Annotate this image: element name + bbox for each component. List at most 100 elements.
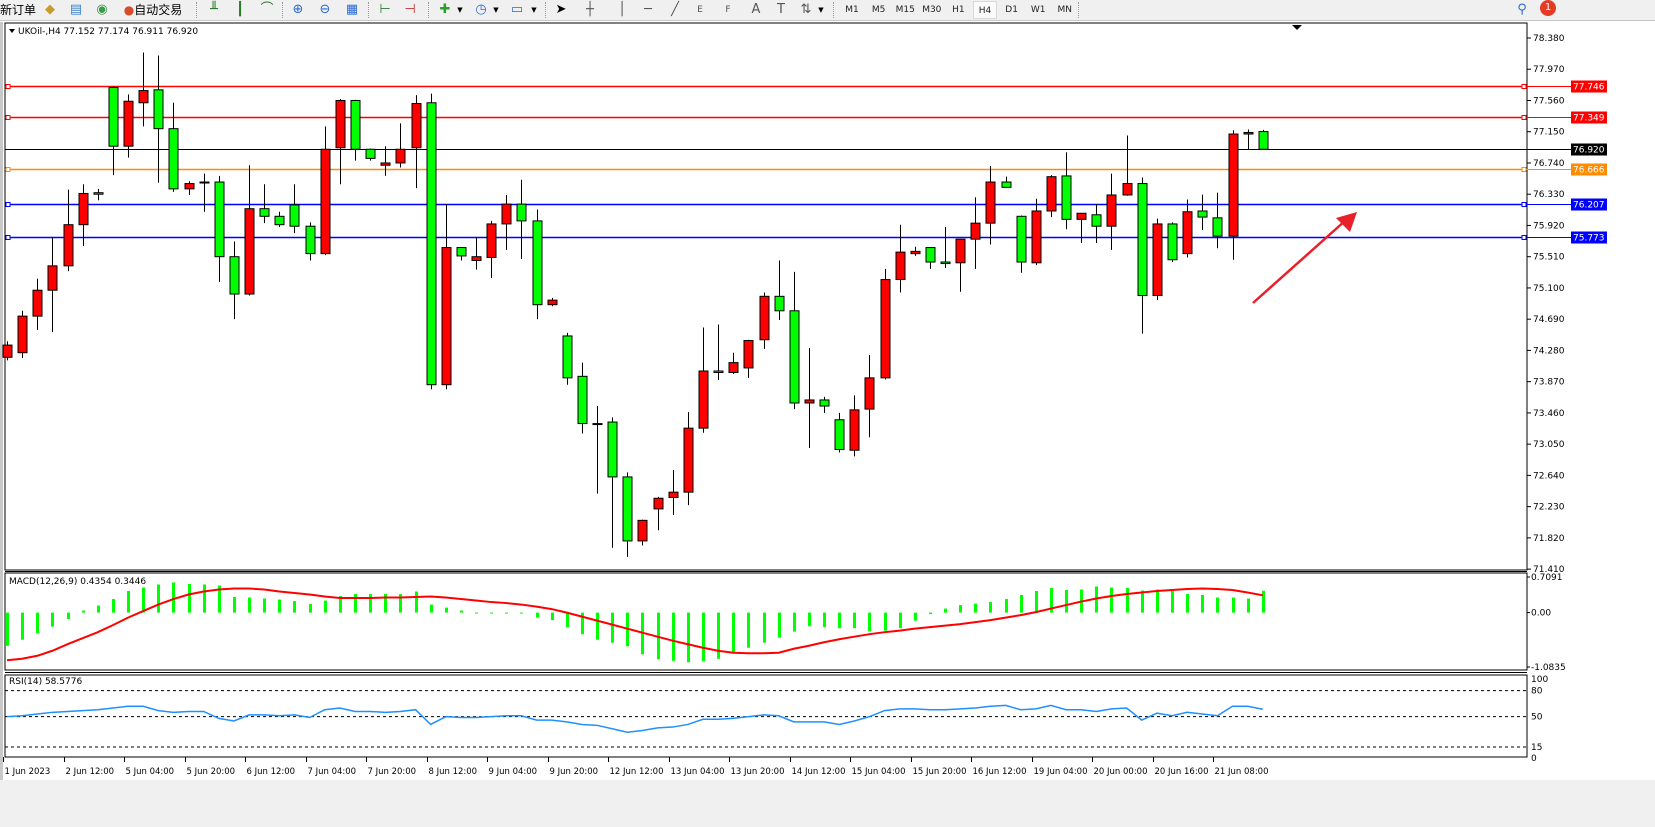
candle-body: [395, 148, 406, 164]
macd-histogram-bar: [1050, 588, 1053, 613]
macd-histogram-bar: [415, 591, 418, 613]
macd-histogram-bar: [853, 612, 856, 629]
candlestick-icon[interactable]: ┃: [236, 2, 244, 17]
macd-histogram-bar: [1035, 591, 1038, 613]
new-order-button[interactable]: 新订单: [0, 3, 37, 17]
trendline-icon[interactable]: ╱: [671, 2, 679, 17]
periods-icon[interactable]: ◷: [475, 2, 487, 17]
price-axis-label: 74.280: [1533, 346, 1565, 356]
search-icon[interactable]: ⚲: [1517, 2, 1527, 17]
candle-body: [985, 181, 996, 224]
timeframe-mn[interactable]: MN: [1057, 5, 1073, 15]
autoscroll-icon[interactable]: ⊣: [404, 2, 416, 17]
notification-badge[interactable]: 1: [1540, 0, 1556, 16]
chevron-down-icon[interactable]: ▼: [493, 6, 499, 14]
templates-icon[interactable]: ▭: [510, 2, 524, 17]
candle-body: [547, 299, 558, 306]
level-handle-left[interactable]: [5, 167, 11, 172]
candle-body: [592, 423, 603, 426]
level-handle-right[interactable]: [1521, 202, 1527, 207]
level-handle-right[interactable]: [1521, 167, 1527, 172]
rsi-axis-label: 15: [1531, 743, 1542, 753]
candle-body: [743, 340, 754, 369]
arrows-icon[interactable]: ⇅: [800, 2, 812, 17]
rsi-line: [6, 704, 1263, 734]
equidistant-channel-icon[interactable]: E: [697, 5, 703, 15]
annotation-arrowhead-icon[interactable]: [1336, 212, 1357, 232]
level-handle-left[interactable]: [5, 115, 11, 120]
macd-histogram-bar: [1020, 595, 1023, 613]
candle-body: [47, 265, 58, 291]
chart-shift-icon[interactable]: ⊢: [379, 2, 391, 17]
current-price-label: 76.920: [1573, 146, 1605, 156]
macd-histogram-bar: [868, 612, 871, 632]
time-axis-label: 15 Jun 04:00: [852, 767, 906, 777]
horizontal-line-icon[interactable]: ─: [644, 2, 652, 17]
macd-histogram-bar: [112, 599, 115, 613]
macd-histogram-bar: [1095, 586, 1098, 613]
macd-histogram-bar: [278, 599, 281, 613]
chevron-down-icon[interactable]: ▼: [457, 6, 463, 14]
text-icon[interactable]: A: [751, 2, 761, 17]
price-axis-label: 75.510: [1533, 253, 1565, 263]
separator: [196, 2, 197, 18]
crosshair-icon[interactable]: ┼: [586, 2, 594, 17]
symbol-menu-icon[interactable]: [9, 29, 15, 33]
new-chart-icon[interactable]: ✚: [439, 2, 451, 17]
timeframe-m30[interactable]: M30: [922, 5, 942, 15]
zoom-in-icon[interactable]: ⊕: [292, 2, 304, 17]
timeframe-d1[interactable]: D1: [1005, 5, 1018, 15]
level-handle-right[interactable]: [1521, 115, 1527, 120]
chevron-down-icon[interactable]: ▼: [531, 6, 537, 14]
tile-windows-icon[interactable]: ▦: [345, 2, 359, 17]
chart-shift-marker-icon[interactable]: [1292, 25, 1302, 30]
macd-histogram-bar: [1065, 590, 1068, 613]
macd-histogram-bar: [778, 612, 781, 638]
macd-histogram-bar: [490, 612, 493, 614]
candle-body: [365, 148, 376, 159]
candle-body: [411, 103, 422, 149]
chevron-down-icon[interactable]: ▼: [818, 6, 824, 14]
candle-body: [895, 251, 906, 281]
macd-histogram-bar: [142, 587, 145, 613]
timeframe-h4[interactable]: H4: [973, 1, 997, 19]
chart-window[interactable]: 78.380 77.970 77.560 77.150 76.740 76.330 75.9…: [0, 22, 1655, 782]
macd-signal-line: [6, 587, 1263, 662]
timeframe-m5[interactable]: M5: [871, 5, 886, 15]
candle-body: [622, 476, 633, 542]
level-handle-right[interactable]: [1521, 84, 1527, 89]
macd-histogram-bar: [581, 612, 584, 635]
macd-histogram-bar: [339, 596, 342, 613]
candle-body: [562, 335, 573, 379]
candle-body: [1031, 210, 1042, 264]
bar-chart-icon[interactable]: ╨: [210, 2, 218, 17]
signals-icon[interactable]: ◉: [96, 2, 108, 17]
vertical-line-icon[interactable]: │: [618, 2, 626, 17]
macd-histogram-bar: [233, 597, 236, 613]
market-watch-icon[interactable]: ◆: [45, 2, 55, 17]
timeframe-m1[interactable]: M1: [845, 5, 859, 15]
timeframe-m15[interactable]: M15: [895, 5, 915, 15]
candle-body: [305, 225, 316, 255]
level-handle-left[interactable]: [5, 235, 11, 240]
timeframe-w1[interactable]: W1: [1030, 5, 1046, 15]
candle-body: [441, 247, 452, 386]
fibonacci-icon[interactable]: F: [725, 5, 731, 15]
macd-histogram-bar: [6, 612, 9, 646]
candle-body: [93, 192, 104, 195]
zoom-out-icon[interactable]: ⊖: [319, 2, 331, 17]
candle-body: [78, 192, 89, 226]
separator: [1078, 2, 1079, 18]
auto-trading-button[interactable]: ●自动交易: [118, 1, 188, 19]
timeframe-h1[interactable]: H1: [952, 5, 965, 15]
level-handle-right[interactable]: [1521, 235, 1527, 240]
annotation-arrow-line[interactable]: [1252, 219, 1347, 304]
macd-histogram-bar: [596, 612, 599, 640]
level-handle-left[interactable]: [5, 84, 11, 89]
cursor-icon[interactable]: ➤: [555, 2, 567, 17]
macd-histogram-bar: [51, 612, 54, 627]
data-window-icon[interactable]: ▤: [69, 2, 83, 17]
text-label-icon[interactable]: T: [777, 2, 785, 17]
line-chart-icon[interactable]: ⌒: [260, 2, 274, 17]
level-handle-left[interactable]: [5, 202, 11, 207]
